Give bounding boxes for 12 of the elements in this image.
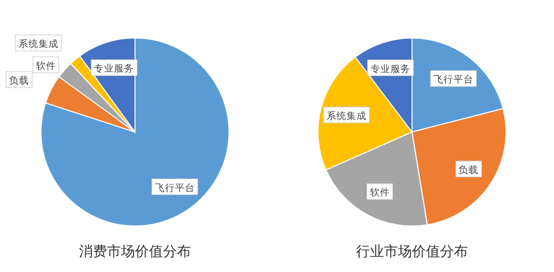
- slice-label: 专业服务: [94, 62, 134, 75]
- slice-label: 飞行平台: [433, 74, 474, 86]
- slice-label: 负载: [458, 164, 479, 176]
- slice-label: 系统集成: [18, 38, 58, 50]
- slice-label: 飞行平台: [154, 182, 195, 194]
- slice-label: 专业服务: [370, 62, 410, 75]
- slice-label: 系统集成: [326, 110, 366, 122]
- text: 行业市场价值分布: [356, 244, 468, 260]
- text: 消费市场价值分布: [79, 244, 191, 260]
- slice-label: 软件: [36, 60, 56, 72]
- slice-label: 负载: [9, 74, 30, 87]
- slice-label: 软件: [370, 186, 390, 199]
